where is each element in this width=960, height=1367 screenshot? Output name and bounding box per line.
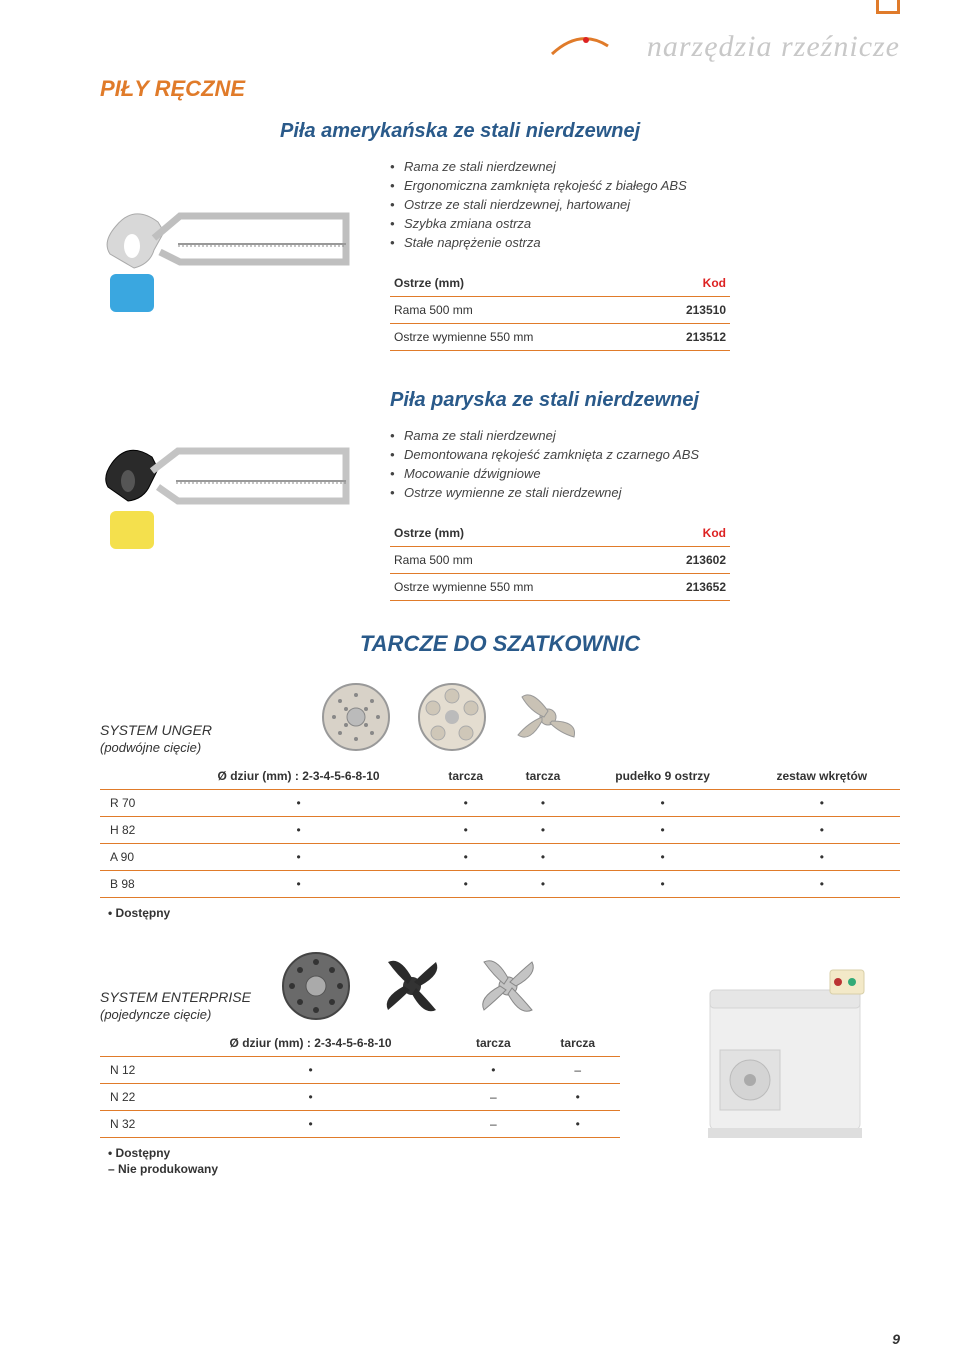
product-title: Piła amerykańska ze stali nierdzewnej [280,120,900,143]
table-row: N 32•–• [100,1111,620,1138]
section-title-discs: TARCZE DO SZATKOWNIC [100,631,900,657]
spec-col-head: Ostrze (mm) [390,270,646,297]
feature-item: Ergonomiczna zamknięta rękojeść z białeg… [390,176,900,195]
blade-cross-dark-icon [376,950,448,1022]
feature-item: Demontowana rękojeść zamknięta z czarneg… [390,445,900,464]
system-unger-label: SYSTEM UNGER [100,722,290,738]
table-row: Ostrze wymienne 550 mm 213512 [390,324,730,351]
feature-item: Mocowanie dźwigniowe [390,464,900,483]
brand-text: narzędzia rzeźnicze [647,30,900,63]
feature-item: Szybka zmiana ostrza [390,214,900,233]
product-title: Piła paryska ze stali nierdzewnej [390,389,900,412]
feature-list: Rama ze stali nierdzewnej Ergonomiczna z… [390,157,900,252]
grinder-machine-image [660,950,900,1150]
spec-col-head: Ostrze (mm) [390,520,646,547]
unger-table: Ø dziur (mm) : 2-3-4-5-6-8-10 tarcza tar… [100,763,900,898]
table-row: R 70••••• [100,790,900,817]
table-row: N 22•–• [100,1084,620,1111]
table-row: Rama 500 mm 213510 [390,297,730,324]
table-row: Ostrze wymienne 550 mm 213652 [390,574,730,601]
product-image [100,157,360,351]
disc-images-row [320,681,584,753]
page-corner-accent [876,0,900,14]
spec-table: Ostrze (mm) Kod Rama 500 mm 213510 Ostrz… [390,270,730,351]
product-block-paris-saw: Piła paryska ze stali nierdzewnej Rama z… [100,381,900,601]
system-unger-sub: (podwójne cięcie) [100,740,290,755]
table-row: Rama 500 mm 213602 [390,547,730,574]
enterprise-disc-images [280,950,544,1022]
spec-col-head-kod: Kod [646,270,730,297]
enterprise-table: Ø dziur (mm) : 2-3-4-5-6-8-10 tarcza tar… [100,1030,620,1138]
feature-item: Rama ze stali nierdzewnej [390,157,900,176]
disc-perforated-dark-icon [280,950,352,1022]
unger-legend: • Dostępny [108,906,900,920]
brand-swoosh-icon [550,34,610,60]
table-row: H 82••••• [100,817,900,844]
system-enterprise-sub: (pojedyncze cięcie) [100,1007,260,1022]
feature-list: Rama ze stali nierdzewnej Demontowana rę… [390,426,900,502]
feature-item: Rama ze stali nierdzewnej [390,426,900,445]
feature-item: Stałe naprężenie ostrza [390,233,900,252]
spec-col-head-kod: Kod [646,520,730,547]
table-row: A 90••••• [100,844,900,871]
section-title-saws: PIŁY RĘCZNE [100,76,900,102]
system-enterprise-label: SYSTEM ENTERPRISE [100,989,260,1005]
feature-item: Ostrze ze stali nierdzewnej, hartowanej [390,195,900,214]
blade-tri-icon [512,681,584,753]
enterprise-legend: • Dostępny – Nie produkowany [108,1146,620,1176]
blade-cross-light-icon [472,950,544,1022]
brand-header: narzędzia rzeźnicze [100,30,900,64]
disc-perforated-icon [320,681,392,753]
table-row: N 12••– [100,1057,620,1084]
disc-holes-icon [416,681,488,753]
feature-item: Ostrze wymienne ze stali nierdzewnej [390,483,900,502]
product-block-american-saw: Piła amerykańska ze stali nierdzewnej Ra… [100,120,900,351]
page-number: 9 [892,1331,900,1347]
product-image [100,381,360,601]
table-row: B 98••••• [100,871,900,898]
spec-table: Ostrze (mm) Kod Rama 500 mm 213602 Ostrz… [390,520,730,601]
